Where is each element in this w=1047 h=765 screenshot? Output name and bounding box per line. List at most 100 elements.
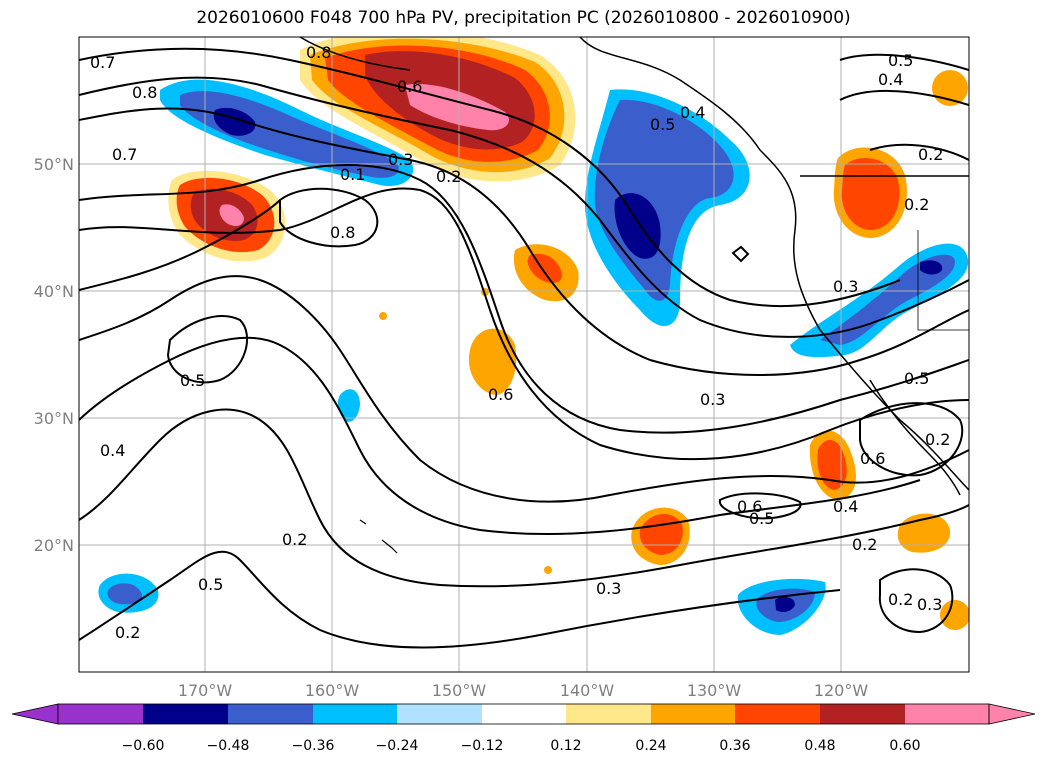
colorbar-label: 0.24 [635,738,666,754]
precip-fill-layer [98,37,969,635]
lon-label-160w: 160°W [305,681,360,700]
pv-contour [839,89,969,106]
pv-label: 0.8 [306,43,331,62]
precip-pos-dot-4 [379,312,387,320]
colorbar-label: −0.24 [376,738,419,754]
lon-label-140w: 140°W [560,681,615,700]
pv-label: 0.4 [878,70,903,89]
pv-label: 0.2 [115,623,140,642]
precip-pos-dot-3 [544,566,552,574]
colorbar-segment [58,704,143,724]
pv-label: 0.6 [737,497,762,516]
border-states [917,230,969,331]
colorbar-label: 0.36 [719,738,750,754]
colorbar-segment [905,704,989,724]
colorbar-label: 0.60 [889,738,920,754]
pv-contour [79,187,969,461]
pv-label: 0.3 [596,579,621,598]
colorbar-segment [820,704,905,724]
colorbar-label: −0.60 [122,738,165,754]
colorbar-label: 0.12 [550,738,581,754]
coastline-baja [869,379,961,496]
precip-neg-ca-3 [920,260,943,275]
pv-label: 0.7 [90,53,115,72]
precip-neg-east-3 [614,193,661,259]
pv-contour [79,408,969,588]
colorbar-frame [57,703,990,725]
pv-label: 0.4 [680,103,705,122]
lon-label-120w: 120°W [814,681,869,700]
pv-contour [79,275,969,503]
pv-label: 0.2 [282,530,307,549]
colorbar-extend-high [988,703,1036,725]
colorbar-label: −0.36 [292,738,335,754]
colorbar-label: 0.48 [804,738,835,754]
pv-label: 0.6 [860,449,885,468]
pv-contour [79,199,281,291]
colorbar-segment [651,704,735,724]
colorbar-segment [397,704,482,724]
map-title: 2026010600 F048 700 hPa PV, precipitatio… [196,8,851,28]
precip-pos-far-se [897,513,951,553]
gridlines [79,37,969,672]
pv-label: 0.5 [904,369,929,388]
coastline-alaska [299,37,411,71]
precip-neg-small [337,389,360,422]
lat-label-20n: 20°N [34,536,74,555]
lon-label-130w: 130°W [687,681,742,700]
lat-label-30n: 30°N [34,409,74,428]
pv-contour [869,143,969,161]
pv-label: 0.2 [436,167,461,186]
pv-label: 0.3 [700,390,725,409]
precip-pos-dot-2 [940,600,969,630]
pv-labels: 0.7 0.8 0.7 0.8 0.6 0.1 0.3 0.2 0.8 0.5 … [90,43,950,642]
colorbar-extend-low [11,703,59,725]
colorbar-label: −0.12 [461,738,504,754]
pv-label: 0.3 [833,277,858,296]
pv-label: 0.8 [330,223,355,242]
colorbar-segment [313,704,397,724]
colorbar: −0.60 −0.48 −0.36 −0.24 −0.12 0.12 0.24 … [11,703,1036,754]
colorbar-segment [482,704,566,724]
precip-neg-south-3 [775,597,795,613]
map-border [78,36,970,673]
pv-contour [718,492,802,520]
pv-contour [839,53,969,71]
pv-contour [79,164,969,434]
colorbar-segment [143,704,228,724]
pv-contour [79,76,969,338]
pv-label: 0.8 [132,83,157,102]
precip-pos-ne-2 [841,157,900,230]
pv-label: 0.2 [918,145,943,164]
precip-pos-se-2 [817,440,847,490]
colorbar-segment [228,704,313,724]
pv-label: 0.3 [917,595,942,614]
lat-label-50n: 50°N [34,155,74,174]
pv-label: 0.1 [340,165,365,184]
pv-contour [731,245,750,263]
pv-label: 0.5 [198,575,223,594]
pv-contour [878,568,954,634]
pv-label: 0.5 [650,115,675,134]
coastlines [299,37,969,554]
precip-neg-ca-2 [820,254,955,345]
pv-contour [79,47,901,308]
pv-label: 0.5 [888,51,913,70]
pv-label: 0.7 [112,145,137,164]
pv-label: 0.5 [749,509,774,528]
coastline-north-america [579,37,969,491]
colorbar-segment [735,704,820,724]
precip-pos-west-4 [219,204,244,226]
pv-label: 0.2 [888,590,913,609]
lat-label-40n: 40°N [34,282,74,301]
pv-label: 0.4 [100,441,125,460]
pv-label: 0.4 [833,497,858,516]
pv-contour [166,315,249,384]
lat-labels: 20°N 30°N 40°N 50°N [34,155,74,555]
pv-label: 0.3 [388,150,413,169]
precip-neg-east-2 [594,99,734,301]
coastline-hawaii [359,519,398,554]
lon-labels: 170°W 160°W 150°W 140°W 130°W 120°W [178,681,869,700]
pv-contours [79,47,969,649]
